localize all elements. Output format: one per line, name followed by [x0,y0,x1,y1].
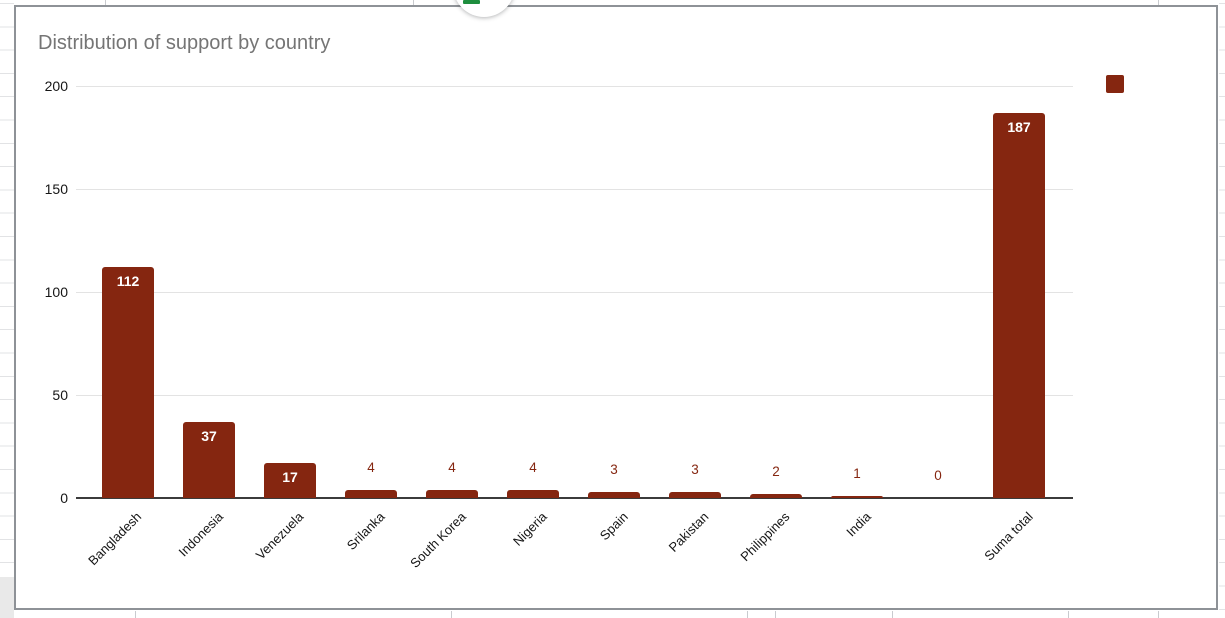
bar[interactable] [264,463,316,498]
bar[interactable] [993,113,1045,498]
y-axis-tick-label: 0 [60,490,68,506]
sheet-column-gridline [775,611,776,618]
sheet-column-gridline [892,611,893,618]
y-gridline [76,85,1073,87]
x-axis-line [76,497,1073,499]
bar[interactable] [750,494,802,498]
bar[interactable] [345,490,397,498]
bar[interactable] [183,422,235,498]
legend-swatch[interactable] [1106,75,1124,93]
bar-value-label: 0 [934,468,942,483]
bar-value-label: 187 [1007,119,1031,135]
chart-title: Distribution of support by country [38,32,331,54]
x-axis-label: Spain [596,509,631,544]
bar-value-label: 3 [691,462,699,477]
bar-value-label: 112 [116,273,140,289]
x-axis-label: South Korea [406,509,469,571]
bar[interactable] [588,492,640,498]
bar-value-label: 37 [201,428,217,444]
bar-value-label: 4 [529,460,537,475]
bar[interactable] [507,490,559,498]
y-axis-tick-label: 200 [44,78,68,94]
y-axis-tick-label: 50 [52,387,68,403]
x-axis-label: Philippines [737,509,793,565]
bar[interactable] [426,490,478,498]
sheet-column-gridline [105,0,106,5]
bar-value-label: 17 [282,469,298,485]
sheet-cell-shading [0,577,14,618]
x-axis-label: Bangladesh [85,509,145,569]
sheets-icon [463,0,480,4]
y-axis-tick-label: 100 [44,284,68,300]
sheet-row-gridlines-right [1219,0,1225,618]
sheet-row-gridlines-left [0,0,14,618]
x-axis-label: Indonesia [175,509,226,560]
bar-value-label: 4 [367,460,375,475]
sheet-column-gridline [747,611,748,618]
sheet-column-gridline [451,611,452,618]
x-axis-label: Pakistan [665,509,712,555]
bar[interactable] [669,492,721,498]
x-axis-label: Suma total [981,509,1036,564]
x-axis-label: Venezuela [253,509,307,563]
y-gridline [76,394,1073,396]
sheet-column-gridline [135,611,136,618]
sheet-column-gridline [1158,611,1159,618]
x-axis-label: Srilanka [343,509,388,553]
bar[interactable] [102,267,154,498]
y-gridline [76,291,1073,293]
x-axis-label: India [843,509,874,540]
x-axis-label: Nigeria [509,509,550,549]
bar[interactable] [831,496,883,498]
bar-value-label: 4 [448,460,456,475]
floating-button[interactable] [453,0,515,17]
sheet-column-gridline [1068,611,1069,618]
bar-value-label: 1 [853,466,861,481]
y-axis-tick-label: 150 [44,181,68,197]
bar-value-label: 3 [610,462,618,477]
y-gridline [76,188,1073,190]
sheet-column-gridline [1158,0,1159,5]
bar-value-label: 2 [772,464,780,479]
sheet-column-gridline [413,0,414,5]
